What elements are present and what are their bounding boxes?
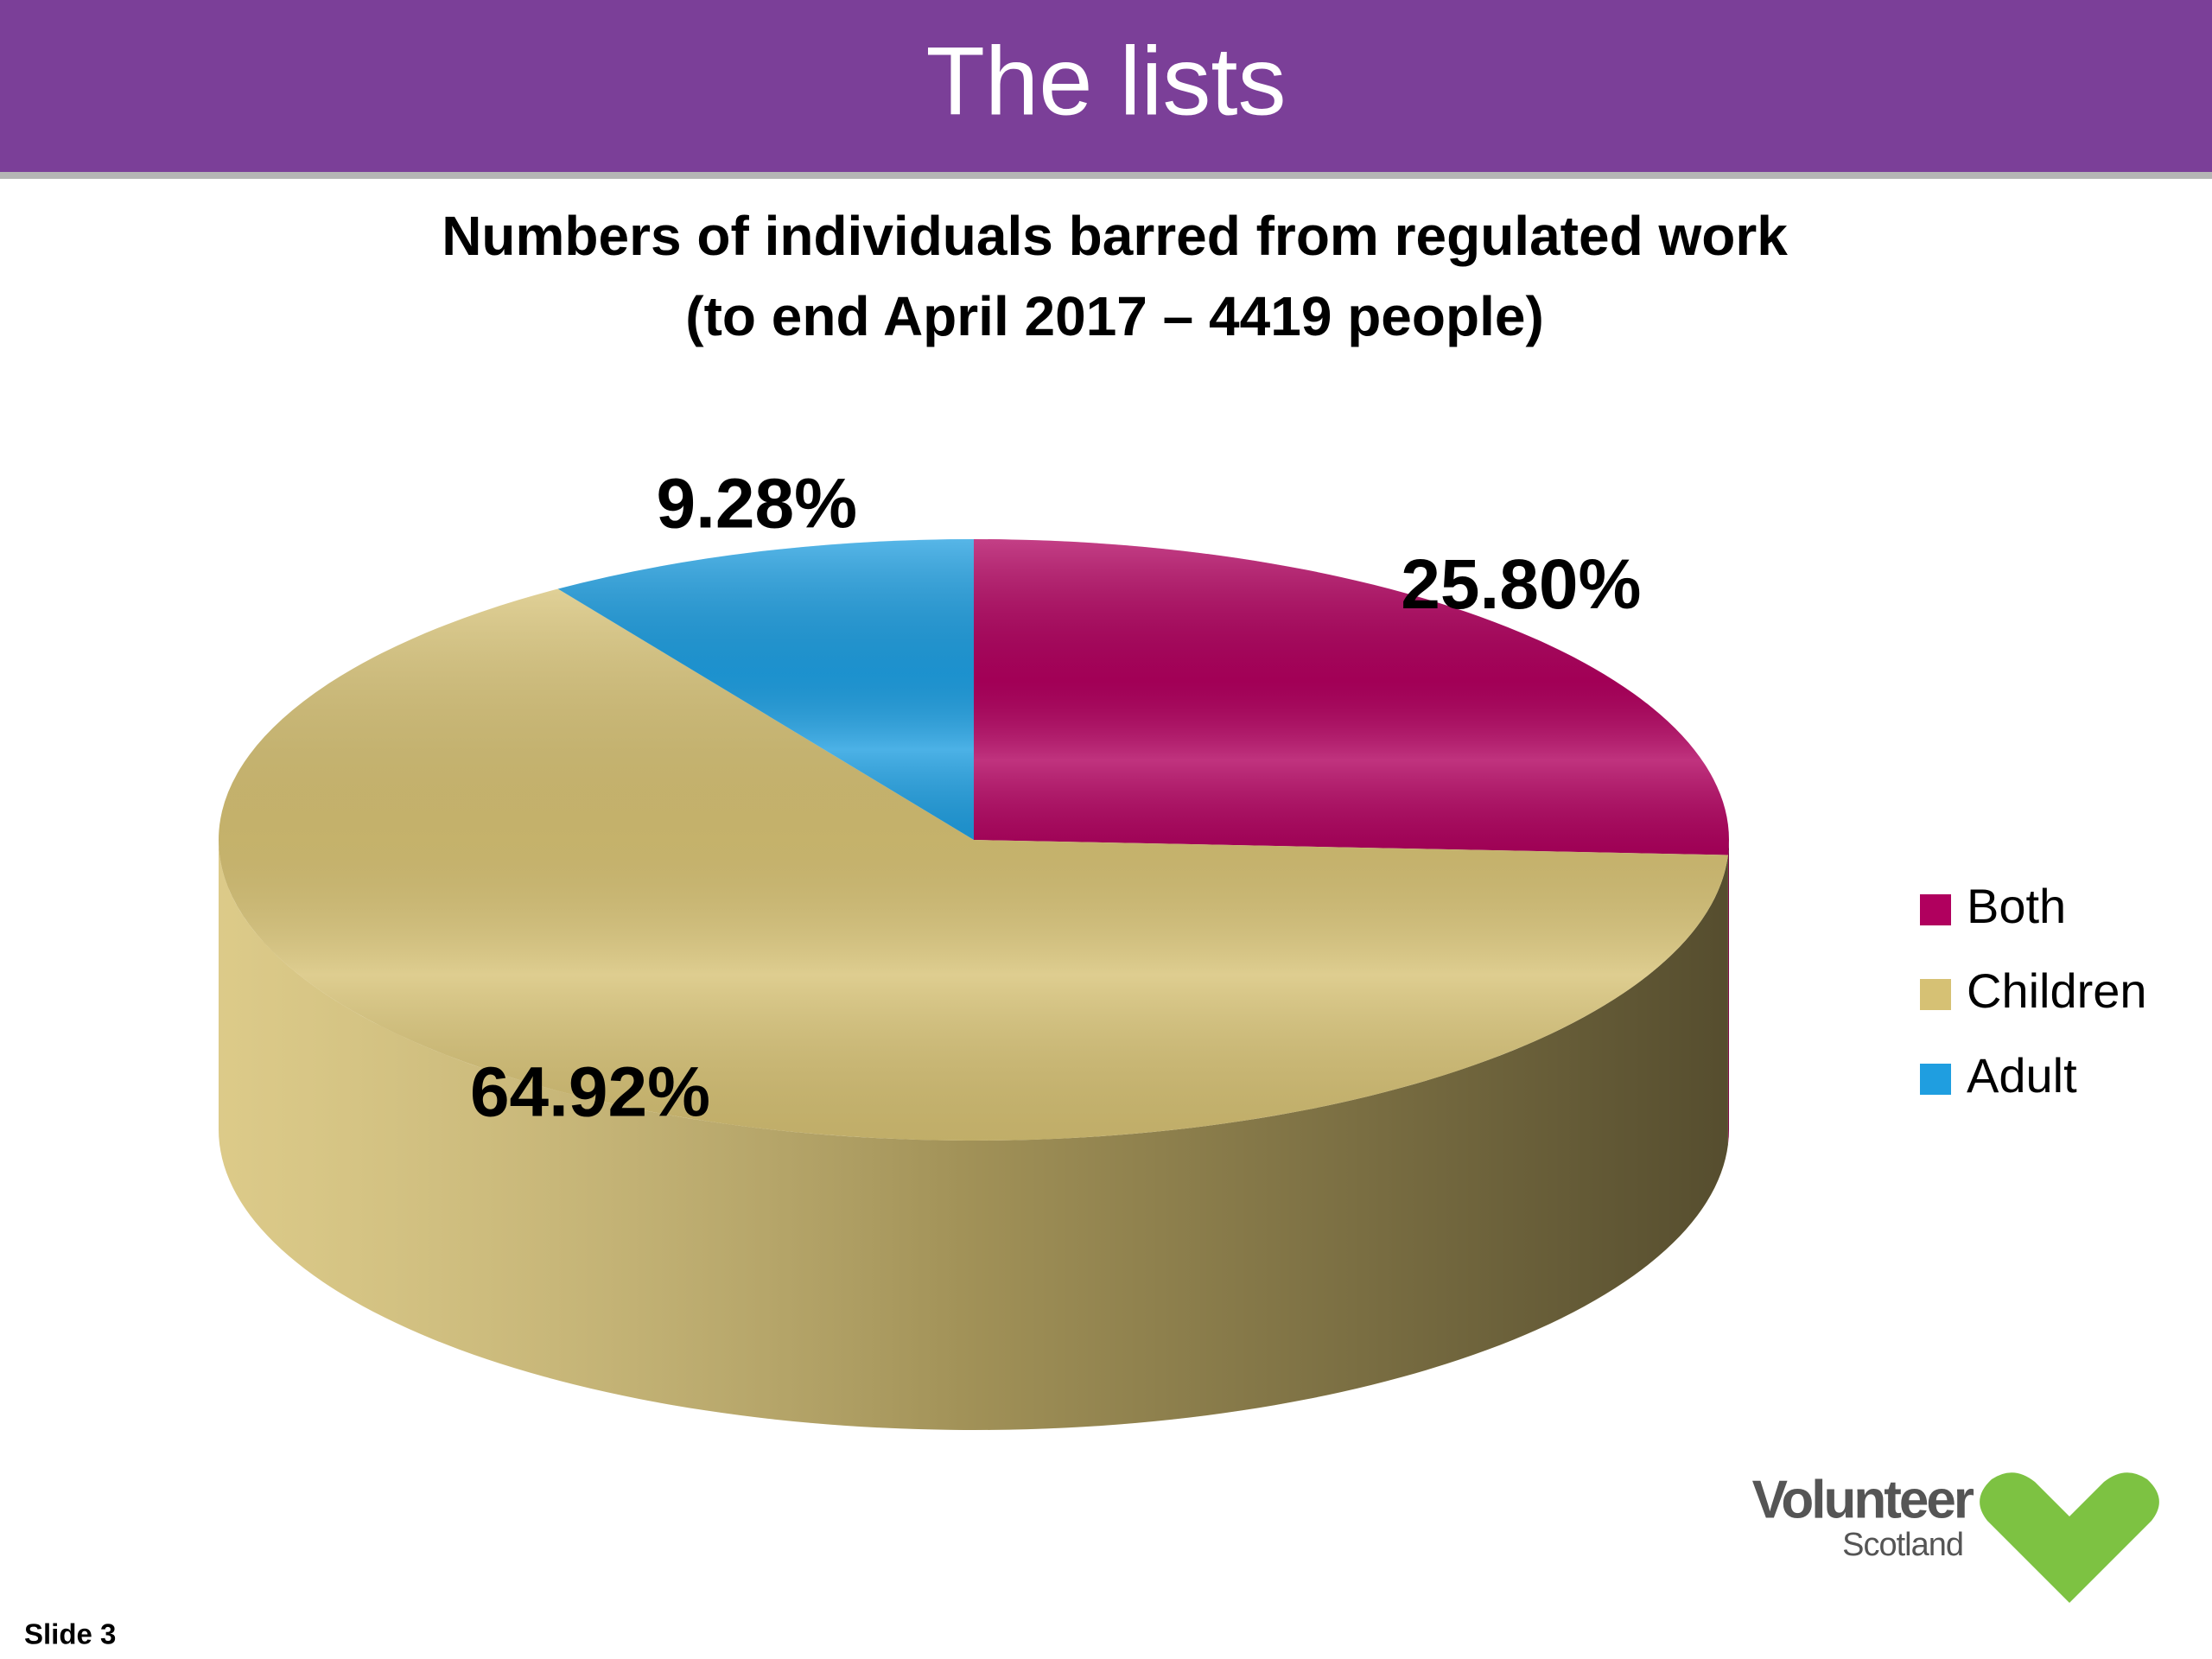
logo-heart [1980, 1472, 2159, 1603]
header-bar [0, 0, 2212, 172]
logo: Volunteer Scotland [1752, 1470, 2159, 1603]
pie-slice-shade [218, 588, 1728, 1141]
legend-swatch [1920, 894, 1951, 925]
data-label: 9.28% [657, 464, 858, 543]
slide-number: Slide 3 [24, 1618, 116, 1650]
legend-label: Adult [1967, 1048, 2077, 1103]
slide-title: The lists [926, 28, 1287, 136]
legend-label: Both [1967, 879, 2066, 933]
legend-label: Children [1967, 963, 2147, 1018]
chart-subtitle: (to end April 2017 – 4419 people) [685, 285, 1544, 347]
legend-swatch [1920, 1064, 1951, 1095]
logo-name: Volunteer [1752, 1470, 1974, 1529]
header-rule [0, 172, 2212, 179]
legend: Both Children Adult [1920, 879, 2147, 1103]
data-label: 25.80% [1401, 545, 1641, 624]
legend-swatch [1920, 979, 1951, 1010]
data-label: 64.92% [470, 1053, 710, 1132]
pie-side-shade [219, 840, 1728, 1430]
pie-side-shade [1727, 840, 1729, 1145]
logo-subname: Scotland [1842, 1527, 1963, 1563]
chart-title: Numbers of individuals barred from regul… [442, 205, 1788, 267]
pie: 25.80% 64.92% 9.28% [218, 464, 1729, 1430]
pie-slice-shade [974, 539, 1729, 855]
pie-slice-shade [557, 539, 974, 840]
